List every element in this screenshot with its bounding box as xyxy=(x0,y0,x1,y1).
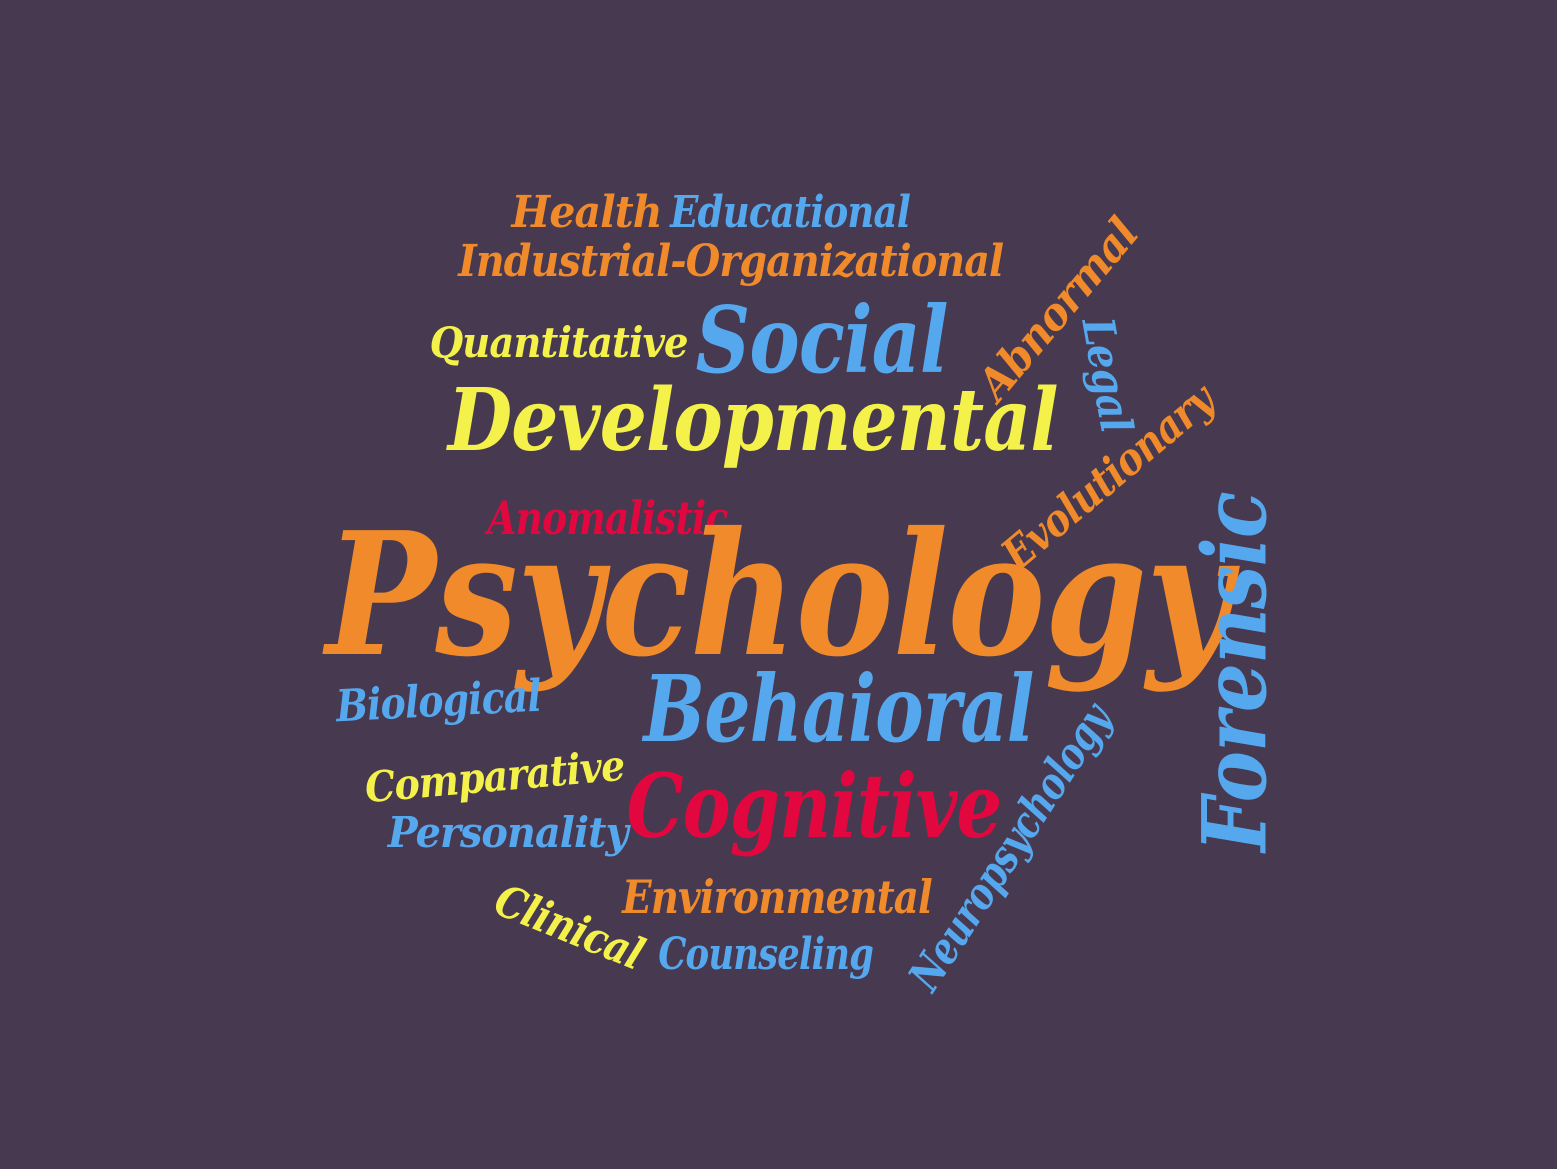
word-health: Health xyxy=(511,187,663,238)
word-cognitive: Cognitive xyxy=(626,754,1003,858)
word-counseling: Counseling xyxy=(658,929,875,980)
word-comparative: Comparative xyxy=(363,740,627,813)
word-industrial-organizational: Industrial-Organizational xyxy=(458,236,1005,287)
word-psychology: Psychology xyxy=(325,495,1232,695)
word-quantitative: Quantitative xyxy=(430,318,689,367)
word-behaioral: Behaioral xyxy=(643,655,1035,763)
word-biological: Biological xyxy=(334,670,542,733)
word-legal: Legal xyxy=(1071,313,1142,436)
word-environmental: Environmental xyxy=(622,870,933,924)
word-forensic: Forensic xyxy=(1183,492,1287,852)
word-anomalistic: Anomalistic xyxy=(486,491,728,545)
word-personality: Personality xyxy=(387,808,629,857)
word-social: Social xyxy=(695,286,949,394)
word-developmental: Developmental xyxy=(448,370,1059,471)
word-educational: Educational xyxy=(670,187,911,238)
